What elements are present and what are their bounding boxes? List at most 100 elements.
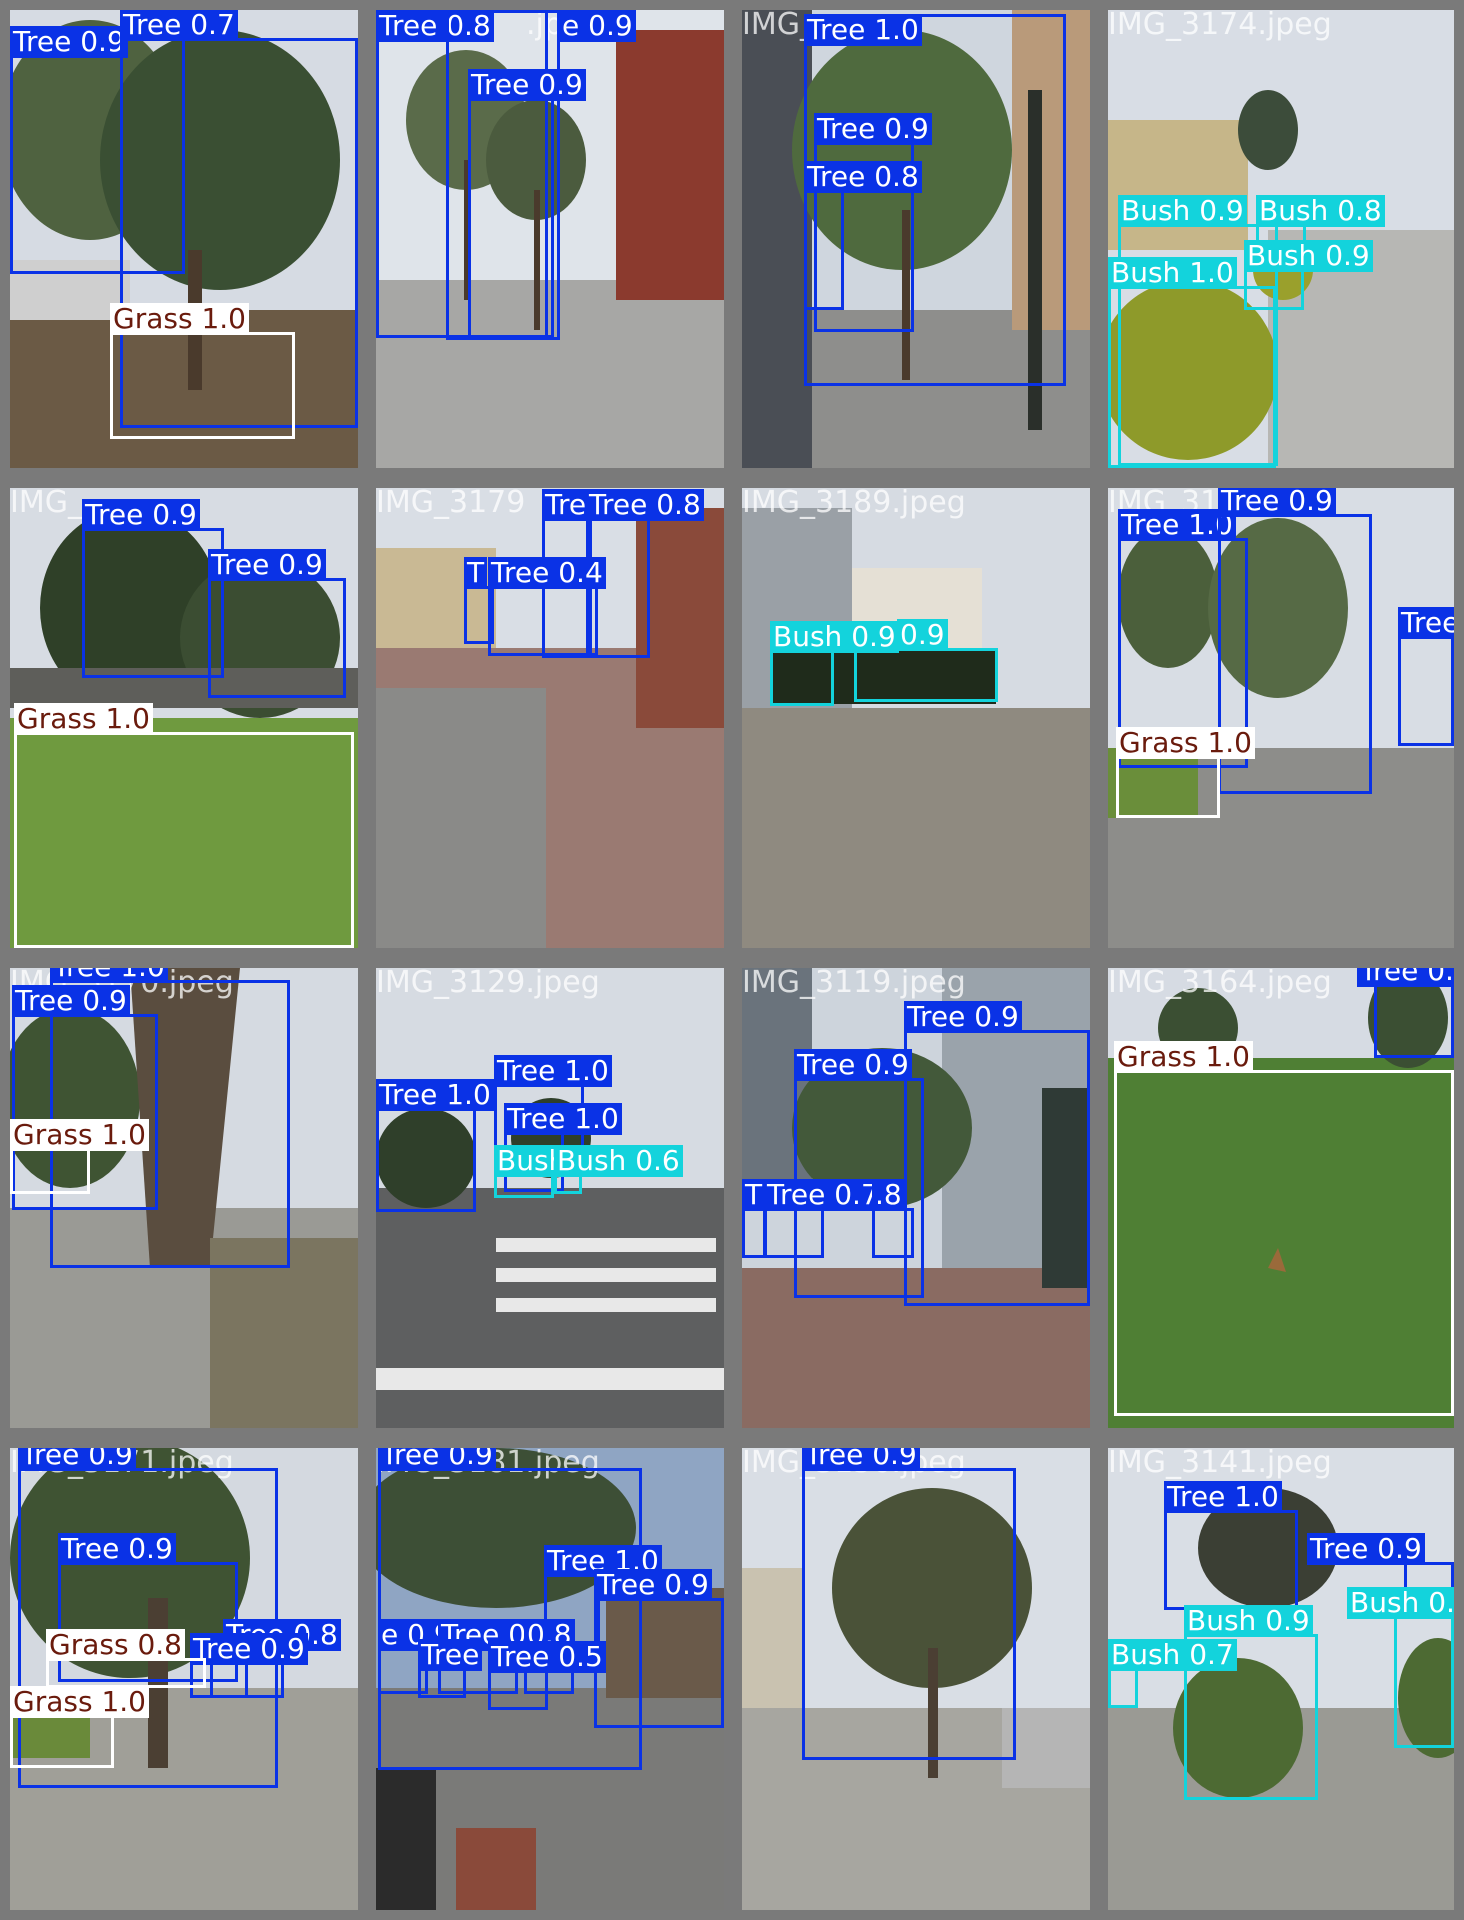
bbox-tree: Tree 0.9 xyxy=(10,26,185,274)
bbox-label: Bush 0.9 xyxy=(1347,1587,1454,1619)
bbox-bush: Bush 0.9 xyxy=(1347,1587,1454,1748)
bbox-label: Tree xyxy=(418,1639,483,1671)
bbox-label: Tree 0.9 xyxy=(58,1533,176,1565)
bbox-label: Tree 0.8 xyxy=(376,10,494,42)
bbox-label: Bush 0.9 xyxy=(1244,240,1373,272)
bbox-label: Tree 0.9 xyxy=(18,1448,136,1471)
bbox-bush: Bush 0.7 xyxy=(1108,1639,1237,1708)
bbox-label: Tree 0.9 xyxy=(12,985,130,1017)
bbox-grass: Grass 1.0 xyxy=(10,1119,149,1194)
bbox-bush: 0.9 xyxy=(854,619,998,702)
image-tile: IMG_3156.jpeg Tree 0.9 xyxy=(732,1438,1100,1920)
photo-red-sidewalk: IMG_3179 Tre Tree 0.8 T Tree 0.4 xyxy=(376,488,724,948)
bbox-label: Tree 1.0 xyxy=(494,1055,612,1087)
bbox-label: Bush 1.0 xyxy=(1108,257,1237,289)
bbox-grass: Grass 1.0 xyxy=(1114,1041,1454,1416)
bbox-label: Bush 0.9 xyxy=(1184,1605,1313,1637)
bbox-tree: e 0.9 xyxy=(446,10,636,340)
photo-street-corner: IMG_3181.jpeg Tree 0.9 Tree 1.0 Tree 0.9… xyxy=(376,1448,724,1910)
image-tile: .jpeg Tree 0.8 e 0.9 Tree 0.9 xyxy=(366,0,734,478)
bbox-label: Grass 1.0 xyxy=(110,303,249,335)
bbox-label: Tree 0.9 xyxy=(802,1448,920,1471)
photo-avenue-trees: IMG_31 Tree 1.0 Tree 0.9 Tree 0.6 Grass … xyxy=(1108,488,1454,948)
bbox-label: Tree 0.9 xyxy=(468,69,586,101)
bbox-tree: Tree 0.8 xyxy=(586,489,704,658)
bbox-tree: Tree 0.7 xyxy=(764,1179,882,1258)
bbox-tree: Tree 0.9 xyxy=(190,1633,308,1698)
bbox-tree: .8 xyxy=(872,1179,914,1258)
bbox-label: Tree 0.9 xyxy=(208,549,326,581)
bbox-tree: Tree 0.8 xyxy=(804,161,922,310)
image-tile: IMG_3181.jpeg Tree 0.9 Tree 1.0 Tree 0.9… xyxy=(366,1438,734,1920)
bbox-label: Grass 1.0 xyxy=(14,703,153,735)
bbox-label: Tree 0.9 xyxy=(1357,968,1454,987)
bbox-label: Bush 0.9 xyxy=(1118,195,1247,227)
image-tile: IMG_31 Tree 1.0 Tree 0.9 Tree 0.6 Grass … xyxy=(1098,478,1464,958)
bbox-grass: Grass 1.0 xyxy=(10,1686,149,1768)
bbox-label: Bush 0.8 xyxy=(1256,195,1385,227)
bbox-label: Tree 1.0 xyxy=(376,1079,494,1111)
bbox-tree: Tree 1.0 xyxy=(504,1103,622,1192)
bbox-label: Tree 0.9 xyxy=(814,113,932,145)
photo-hedge-house: IMG_3189.jpeg Bush 0.9 0.9 xyxy=(742,488,1090,948)
bbox-tree: Tree 1.0 xyxy=(1118,509,1248,768)
bbox-label: .8 xyxy=(872,1179,905,1211)
photo-round-bush: IMG_3141.jpeg Tree 1.0 Tree 0.9 Bush 0.9… xyxy=(1108,1448,1454,1910)
bbox-bush: Bush 0.9 xyxy=(1244,240,1373,310)
bbox-tree: Tree 0.9 xyxy=(208,549,346,698)
bbox-label: Bush 0.7 xyxy=(1108,1639,1237,1671)
bbox-bush: Bush 1.0 xyxy=(1108,257,1276,468)
bbox-label: Tree 0.9 xyxy=(1307,1533,1425,1565)
bbox-tree: Tree 1.0 xyxy=(1164,1481,1298,1610)
bbox-grass: Grass 0.8 xyxy=(46,1629,206,1688)
bbox-grass: Grass 1.0 xyxy=(14,703,354,948)
bbox-label: Tree 0.7 xyxy=(764,1179,882,1211)
bbox-tree: Tree 1.0 xyxy=(376,1079,494,1212)
bbox-tree: Tre xyxy=(542,489,592,658)
bbox-label: Bush 0.6 xyxy=(554,1145,683,1177)
bbox-tree: Tree 0.9 xyxy=(904,1001,1090,1306)
image-tile: IMG_3129.jpeg Tree 1.0 Tree 1.0 Tree 1.0… xyxy=(366,958,734,1438)
bbox-label: Grass 1.0 xyxy=(10,1686,149,1718)
bbox-tree: T xyxy=(464,557,494,644)
bbox-label: T xyxy=(464,557,488,589)
bbox-grass: Grass 1.0 xyxy=(110,303,295,439)
photo-hillside-trees: Tree 0.9 Tree 0.7 Grass 1.0 xyxy=(10,10,358,468)
bbox-label: Tree 0.7 xyxy=(120,10,238,41)
bbox-label: Grass 1.0 xyxy=(1114,1041,1253,1073)
bbox-label: Tree 1.0 xyxy=(804,14,922,46)
photo-sidewalk-brick: .jpeg Tree 0.8 e 0.9 Tree 0.9 xyxy=(376,10,724,468)
bbox-tree: Tree 0.9 xyxy=(82,499,224,678)
bbox-label: Tree 0.9 xyxy=(594,1569,712,1601)
bbox-tree: Tree 0.9 xyxy=(468,69,586,338)
bbox-label: Grass 1.0 xyxy=(10,1119,149,1151)
bbox-tree: Tree 0.8 xyxy=(376,10,548,338)
bbox-label: e 0.9 xyxy=(559,10,636,42)
bbox-label: Tree 0.8 xyxy=(804,161,922,193)
bbox-tree: Tree 0.4 xyxy=(488,557,606,656)
bbox-label: Tree 0.9 xyxy=(1218,488,1336,517)
bbox-bush: Bush 0.9 xyxy=(1118,195,1278,466)
bbox-tree: T xyxy=(742,1179,766,1258)
image-tile: IMG_3170.jpeg Tree 1.0 Tree 0.9 Grass 1.… xyxy=(0,958,368,1438)
image-tile: IMG_3141.jpeg Tree 1.0 Tree 0.9 Bush 0.9… xyxy=(1098,1438,1464,1920)
bbox-tree: Tree 1.0 xyxy=(494,1055,612,1174)
bbox-tree: Tree 0.9 xyxy=(802,1448,1016,1760)
bbox-bush: Bush 0.9 xyxy=(770,621,899,706)
image-tile: IMG_3179 Tre Tree 0.8 T Tree 0.4 xyxy=(366,478,734,958)
bbox-label: Bush 0.9 xyxy=(770,621,899,653)
photo-lawn-trees: IMG_ Tree 0.9 Tree 0.9 Grass 1.0 xyxy=(10,488,358,948)
bbox-tree: Tree xyxy=(418,1639,483,1698)
image-tile: Tree 0.9 Tree 0.7 Grass 1.0 xyxy=(0,0,368,478)
bbox-tree: Tree 0.9 xyxy=(814,113,932,332)
image-tile: IMG_3171.jpeg Tree 0.9 Tree 0.9 Tree 0.8… xyxy=(0,1438,368,1920)
bbox-label: Tree 1.0 xyxy=(1118,509,1236,541)
photo-hedges: IMG_3174.jpeg Bush 0.9 Bush 0.8 Bush 0.9… xyxy=(1108,10,1454,468)
bbox-bush: Bush 0.8 xyxy=(1256,195,1385,264)
bbox-label: 0.9 xyxy=(897,619,948,651)
bbox-grass: Grass 1.0 xyxy=(1116,727,1255,818)
bbox-tree: Tree 0.6 xyxy=(1398,607,1454,746)
bbox-bush: Bush 0.6 xyxy=(554,1145,683,1194)
bbox-label: Tree 1.0 xyxy=(504,1103,622,1135)
